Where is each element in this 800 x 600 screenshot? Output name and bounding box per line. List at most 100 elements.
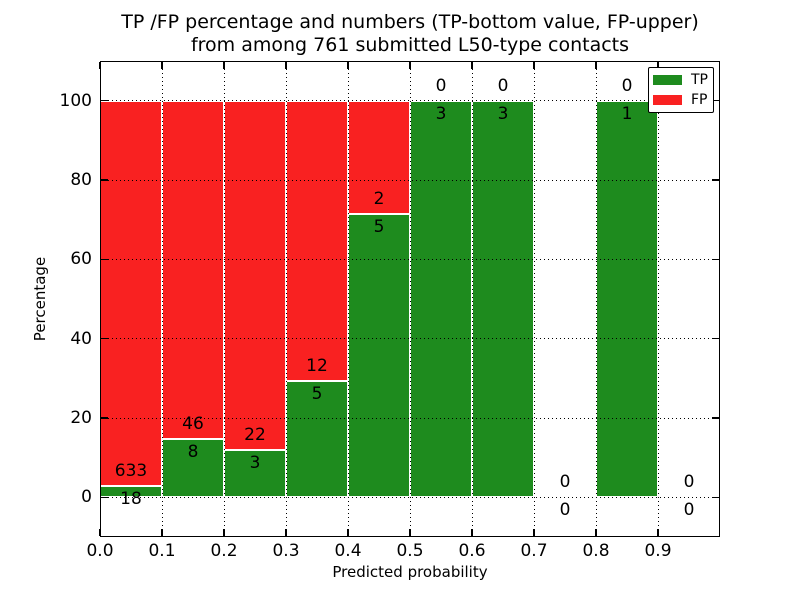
legend-label-fp: FP bbox=[691, 91, 708, 108]
legend-entry-fp: FP bbox=[653, 93, 713, 107]
x-tick-mark bbox=[347, 529, 349, 536]
x-tick-mark bbox=[657, 529, 659, 536]
x-tick-mark-top bbox=[161, 62, 163, 69]
bar-count-label-fp: 0 bbox=[683, 472, 695, 493]
y-tick-mark bbox=[101, 337, 108, 340]
gridline-vertical bbox=[657, 61, 659, 537]
bar-segment-fp bbox=[286, 100, 348, 381]
bar-count-label-tp: 0 bbox=[559, 500, 571, 521]
x-tick-mark bbox=[161, 529, 163, 536]
bar-count-label-fp: 22 bbox=[244, 424, 266, 445]
bar-count-label-tp: 8 bbox=[187, 441, 199, 462]
x-tick-label: 0.2 bbox=[210, 541, 238, 561]
x-tick-mark bbox=[99, 529, 101, 536]
chart-title-line1: TP /FP percentage and numbers (TP-bottom… bbox=[121, 11, 699, 33]
bar-count-label-tp: 3 bbox=[435, 103, 447, 124]
x-tick-mark-top bbox=[347, 62, 349, 69]
gridline-vertical bbox=[533, 61, 535, 537]
y-tick-mark bbox=[101, 99, 108, 102]
bar-segment-fp bbox=[348, 100, 410, 214]
x-tick-label: 0.1 bbox=[148, 541, 176, 561]
chart-title-line2: from among 761 submitted L50-type contac… bbox=[190, 34, 630, 56]
bar-count-label-tp: 5 bbox=[373, 217, 385, 237]
y-tick-label: 40 bbox=[70, 328, 92, 349]
bar-count-label-fp: 2 bbox=[373, 189, 385, 209]
gridline-vertical bbox=[595, 61, 597, 537]
bar-segment-tp bbox=[286, 380, 348, 498]
legend-swatch-fp-icon bbox=[653, 94, 682, 105]
x-tick-mark bbox=[285, 529, 287, 536]
x-tick-mark-top bbox=[223, 62, 225, 69]
x-tick-label: 0.5 bbox=[396, 541, 424, 561]
bar-count-label-tp: 3 bbox=[249, 452, 261, 473]
bar-count-label-tp: 5 bbox=[311, 383, 323, 404]
bar-segment-fp bbox=[224, 100, 286, 450]
y-tick-label: 100 bbox=[59, 90, 92, 111]
bar-count-label-fp: 46 bbox=[182, 413, 204, 434]
bar-segment-tp bbox=[472, 100, 534, 498]
gridline-vertical bbox=[285, 61, 287, 537]
x-tick-mark-top bbox=[99, 62, 101, 69]
y-tick-label: 20 bbox=[70, 408, 92, 428]
bar-count-label-tp: 3 bbox=[497, 103, 509, 124]
gridline-vertical bbox=[161, 61, 163, 537]
x-tick-mark bbox=[595, 529, 597, 536]
bar-segment-fp bbox=[162, 100, 224, 439]
x-tick-label: 0.8 bbox=[582, 541, 610, 561]
bar-count-label-tp: 0 bbox=[683, 500, 695, 521]
x-tick-mark bbox=[533, 529, 535, 536]
y-tick-label: 0 bbox=[81, 487, 92, 508]
bar-segment-tp bbox=[224, 449, 286, 498]
bar-count-label-fp: 0 bbox=[435, 75, 447, 96]
y-tick-mark bbox=[101, 417, 108, 419]
legend-label-tp: TP bbox=[691, 72, 708, 89]
x-tick-mark bbox=[471, 529, 473, 536]
bar-segment-tp bbox=[162, 438, 224, 498]
bar-count-label-fp: 0 bbox=[621, 75, 633, 96]
bar-segment-tp bbox=[596, 100, 658, 498]
bar-count-label-fp: 633 bbox=[114, 461, 148, 482]
x-tick-label: 0.3 bbox=[272, 541, 300, 561]
bar-count-label-tp: 1 bbox=[621, 103, 633, 124]
bar-segment-tp bbox=[410, 100, 472, 498]
bar-segment-fp bbox=[100, 100, 162, 487]
y-tick-mark bbox=[101, 496, 108, 499]
y-tick-mark-right bbox=[712, 258, 719, 261]
x-tick-label: 0.7 bbox=[520, 541, 548, 561]
chart-title: TP /FP percentage and numbers (TP-bottom… bbox=[100, 11, 720, 57]
y-tick-label: 80 bbox=[70, 170, 92, 190]
bar-count-label-fp: 0 bbox=[559, 472, 571, 493]
x-tick-mark bbox=[409, 529, 411, 536]
legend: TP FP bbox=[648, 67, 714, 113]
y-tick-mark-right bbox=[712, 417, 719, 419]
y-tick-mark-right bbox=[712, 337, 719, 340]
bar-segment-tp bbox=[348, 214, 410, 498]
bar-count-label-fp: 12 bbox=[306, 355, 328, 376]
x-tick-label: 0.0 bbox=[86, 541, 114, 561]
x-tick-mark-top bbox=[409, 62, 411, 69]
x-tick-label: 0.6 bbox=[458, 541, 486, 561]
gridline-vertical bbox=[409, 61, 411, 537]
legend-swatch-tp-icon bbox=[653, 75, 682, 86]
bar-count-label-tp: 18 bbox=[120, 489, 142, 510]
y-tick-mark-right bbox=[712, 496, 719, 499]
x-tick-mark-top bbox=[657, 62, 659, 69]
x-tick-mark bbox=[223, 529, 225, 536]
bar-count-label-fp: 0 bbox=[497, 75, 509, 96]
x-tick-label: 0.4 bbox=[334, 541, 362, 561]
y-tick-label: 60 bbox=[70, 249, 92, 270]
gridline-vertical bbox=[347, 61, 349, 537]
x-tick-mark-top bbox=[285, 62, 287, 69]
x-tick-mark-top bbox=[471, 62, 473, 69]
legend-entry-tp: TP bbox=[653, 73, 713, 87]
x-tick-mark-top bbox=[595, 62, 597, 69]
y-tick-mark bbox=[101, 258, 108, 261]
gridline-vertical bbox=[471, 61, 473, 537]
x-tick-mark-top bbox=[533, 62, 535, 69]
gridline-vertical bbox=[223, 61, 225, 537]
y-tick-mark-right bbox=[712, 99, 719, 102]
x-tick-label: 0.9 bbox=[644, 541, 672, 561]
x-axis-label: Predicted probability bbox=[332, 563, 488, 581]
y-tick-mark bbox=[101, 179, 108, 181]
